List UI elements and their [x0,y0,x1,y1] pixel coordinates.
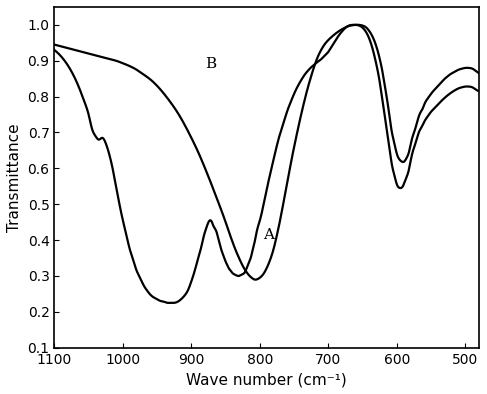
Text: B: B [205,57,216,71]
X-axis label: Wave number (cm⁻¹): Wave number (cm⁻¹) [187,372,347,387]
Text: A: A [263,228,274,242]
Y-axis label: Transmittance: Transmittance [7,123,22,232]
